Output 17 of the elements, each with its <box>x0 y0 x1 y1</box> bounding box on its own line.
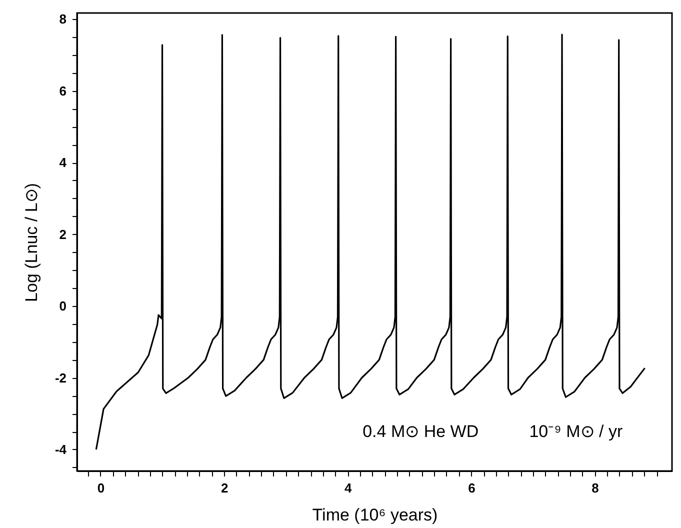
line-series <box>95 34 646 450</box>
annotation: 10⁻⁹ M⊙ / yr <box>529 422 623 442</box>
annotation: 0.4 M⊙ He WD <box>362 422 479 442</box>
y-tick-label: -4 <box>54 442 68 457</box>
y-tick-label: 0 <box>59 298 66 314</box>
y-tick-label: 6 <box>59 83 66 98</box>
x-tick-label: 4 <box>344 480 353 496</box>
x-tick-label: 8 <box>592 480 599 496</box>
y-tick-label: 2 <box>59 226 66 242</box>
y-tick-label: 4 <box>59 155 68 170</box>
x-axis-title: Time (10⁶ years) <box>312 506 438 524</box>
x-tick-label: 2 <box>220 480 228 496</box>
x-tick-label: 6 <box>468 480 476 496</box>
y-tick-label: -2 <box>54 370 66 386</box>
y-axis-title: Log (Lnuc / L⊙) <box>22 183 41 302</box>
y-tick-label: 8 <box>59 12 66 27</box>
x-tick-label: 0 <box>97 480 105 496</box>
